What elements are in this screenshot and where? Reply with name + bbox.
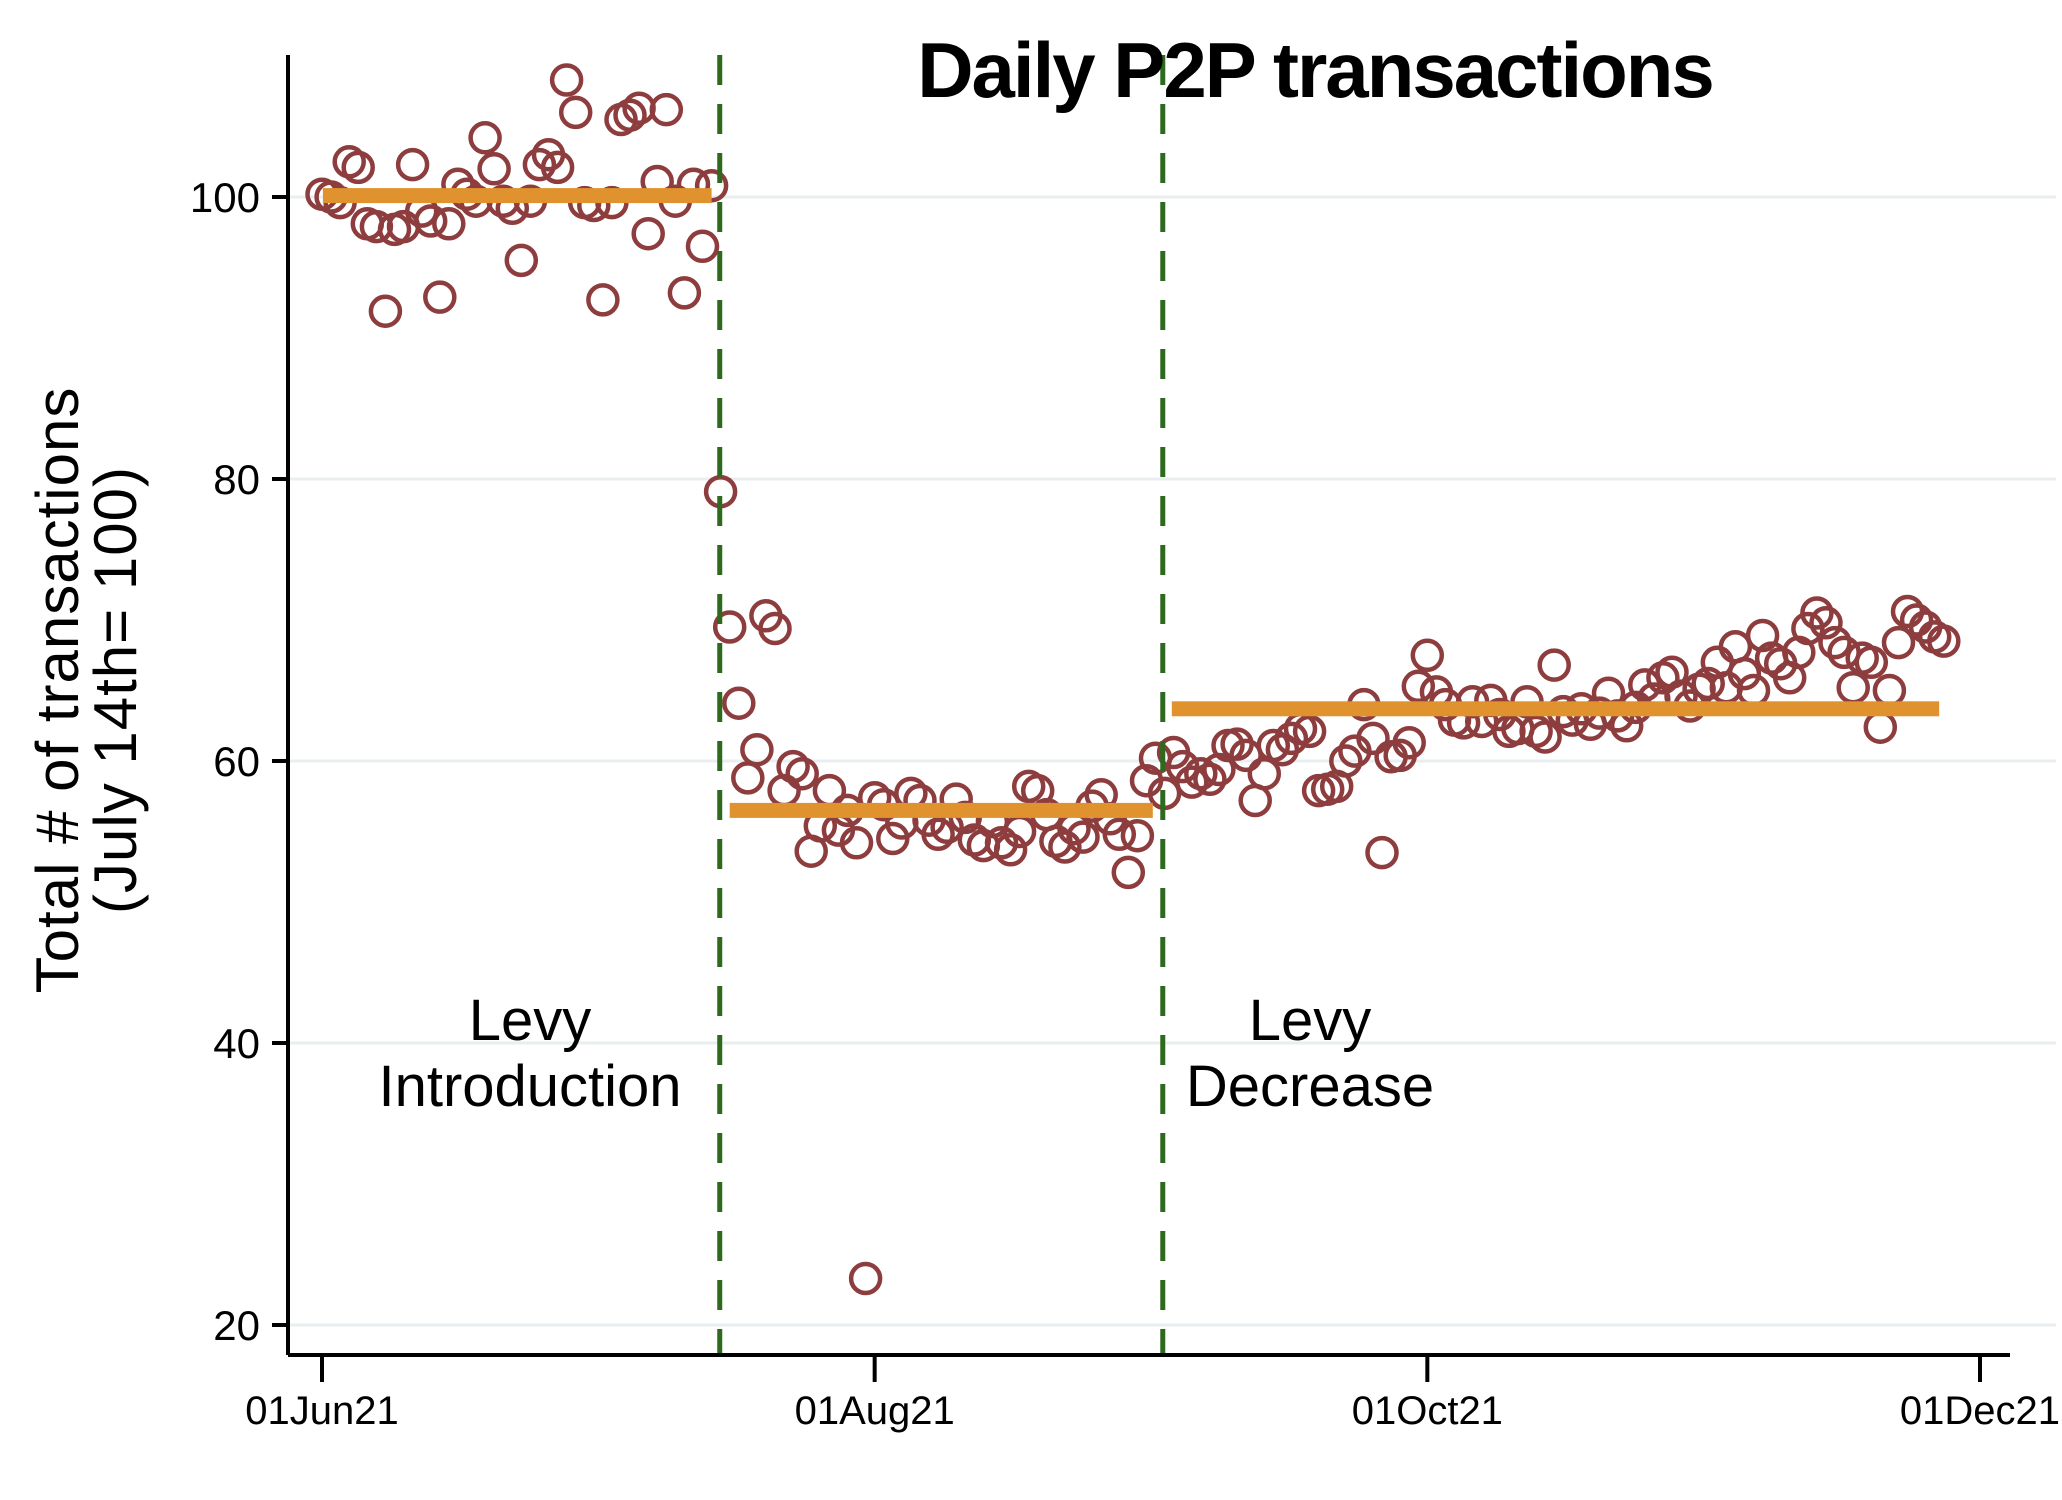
data-point xyxy=(432,207,466,241)
data-point xyxy=(1292,714,1327,749)
data-point xyxy=(776,749,810,784)
data-point xyxy=(1066,820,1100,854)
x-tick-label: 01Oct21 xyxy=(1352,1389,1503,1433)
x-tick-label: 01Aug21 xyxy=(795,1389,955,1433)
data-point xyxy=(613,98,647,132)
data-point xyxy=(586,283,620,317)
data-point xyxy=(839,826,874,860)
data-point xyxy=(1274,721,1309,756)
data-point xyxy=(848,1261,883,1296)
data-point xyxy=(993,833,1028,867)
data-point xyxy=(921,817,955,852)
data-point xyxy=(1736,673,1771,708)
data-point xyxy=(1691,666,1725,701)
data-point xyxy=(540,150,575,185)
data-point xyxy=(1809,606,1843,640)
y-tick-label: 20 xyxy=(213,1302,260,1349)
data-point xyxy=(1528,720,1562,754)
data-point xyxy=(731,761,765,795)
data-point xyxy=(712,610,747,644)
data-point xyxy=(423,280,457,314)
data-point xyxy=(722,686,756,720)
chart-title: Daily P2P transactions xyxy=(917,26,1713,114)
data-point xyxy=(758,611,792,646)
data-point xyxy=(477,152,511,186)
y-tick-label: 80 xyxy=(213,456,260,503)
data-point xyxy=(1800,596,1834,630)
x-tick-label: 01Dec21 xyxy=(1900,1389,2060,1433)
levy-decrease-line1: Levy xyxy=(1249,988,1372,1053)
event-lines xyxy=(717,55,1166,1353)
x-tick-label: 01Jun21 xyxy=(245,1389,398,1433)
data-point xyxy=(1854,645,1889,680)
data-point xyxy=(341,150,375,185)
data-point xyxy=(631,216,665,251)
data-point xyxy=(1111,855,1146,890)
data-point xyxy=(1193,762,1227,797)
axes xyxy=(272,55,2010,1382)
data-point xyxy=(1836,670,1870,705)
levy-decrease-line2: Decrease xyxy=(1186,1054,1434,1119)
data-point xyxy=(785,756,819,791)
data-point xyxy=(649,92,684,127)
y-tick-label: 60 xyxy=(213,738,260,785)
data-point xyxy=(685,229,720,264)
tick-labels: 20 40 60 80 100 01Jun21 01Aug21 01Oct21 01Dec21 xyxy=(190,174,2060,1433)
y-axis-label-line2: (July 14th= 100) xyxy=(82,466,149,914)
data-point xyxy=(413,204,448,238)
data-point xyxy=(1537,648,1571,682)
data-point xyxy=(1102,817,1137,852)
data-point xyxy=(1120,818,1155,853)
gridlines xyxy=(290,195,2056,1327)
data-point xyxy=(1927,624,1961,658)
data-point xyxy=(1727,656,1762,691)
data-point xyxy=(1356,721,1390,756)
mean-bar xyxy=(1171,701,1940,717)
data-point xyxy=(522,147,557,182)
data-point xyxy=(1175,765,1209,799)
data-point xyxy=(1392,725,1426,760)
data-point xyxy=(667,276,702,310)
data-point xyxy=(740,732,774,767)
mean-bar xyxy=(322,188,712,204)
data-point xyxy=(984,826,1019,860)
data-points xyxy=(305,63,1961,1296)
data-point xyxy=(395,147,430,182)
data-point xyxy=(558,95,593,130)
data-point xyxy=(1881,625,1916,660)
data-point xyxy=(1872,673,1907,708)
data-point xyxy=(1899,603,1934,637)
data-point xyxy=(1863,710,1898,744)
data-point xyxy=(1745,618,1780,653)
data-point xyxy=(1410,638,1445,673)
data-point xyxy=(1048,830,1082,864)
mean-bar xyxy=(729,802,1153,818)
data-point xyxy=(1365,835,1399,870)
data-point xyxy=(1401,669,1436,704)
data-point xyxy=(1329,744,1363,778)
data-point xyxy=(504,243,539,278)
data-point xyxy=(549,63,584,97)
data-point xyxy=(368,294,403,328)
y-tick-label: 40 xyxy=(213,1020,260,1067)
data-point xyxy=(468,121,502,155)
y-tick-label: 100 xyxy=(190,174,260,221)
levy-introduction-line2: Introduction xyxy=(378,1054,681,1119)
data-point xyxy=(1818,625,1852,660)
y-axis-label-line1: Total # of transactions xyxy=(24,387,91,994)
mean-bars xyxy=(322,188,1940,818)
levy-introduction-line1: Levy xyxy=(469,988,592,1053)
